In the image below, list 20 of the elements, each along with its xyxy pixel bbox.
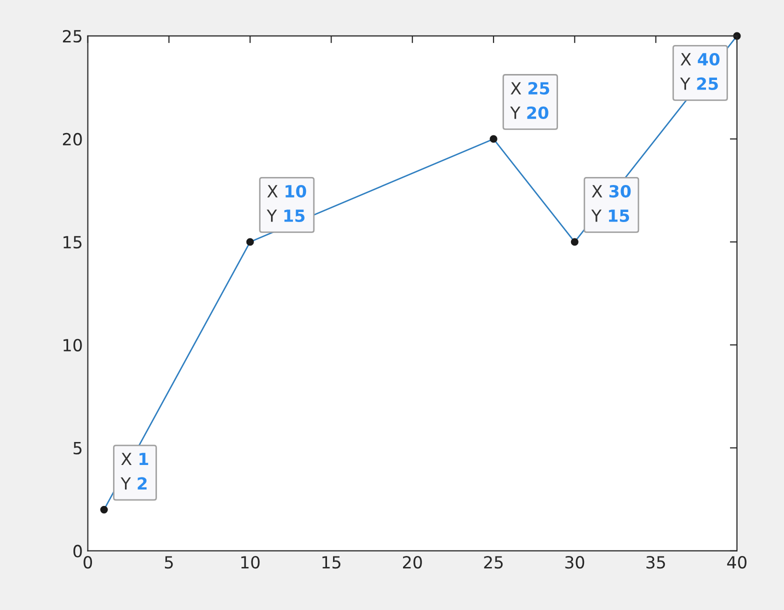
y-tick-label: 10 [64, 338, 82, 352]
x-tick-label: 20 [403, 556, 422, 569]
x-tick-label: 5 [164, 556, 173, 569]
x-tick-label: 40 [727, 556, 746, 569]
y-tick-label: 25 [62, 30, 82, 43]
x-tick-label: 10 [241, 556, 260, 569]
y-tick-label: 5 [74, 442, 82, 454]
y-tick-label: 20 [62, 132, 82, 146]
y-tick-label: 15 [64, 236, 82, 248]
x-tick-label: 0 [84, 556, 92, 569]
data-label: X 40 Y 25 [680, 52, 720, 90]
x-tick-label: 25 [484, 556, 503, 569]
data-label: X 1 Y 2 [120, 452, 148, 490]
x-tick-label: 15 [322, 556, 340, 569]
data-label: X 30 Y 15 [591, 184, 631, 222]
y-tick-label: 0 [73, 544, 82, 558]
x-tick-label: 35 [646, 556, 665, 569]
x-tick-label: 30 [565, 556, 584, 569]
data-label: X 25 Y 20 [510, 82, 550, 120]
data-label: X 10 Y 15 [266, 184, 306, 222]
